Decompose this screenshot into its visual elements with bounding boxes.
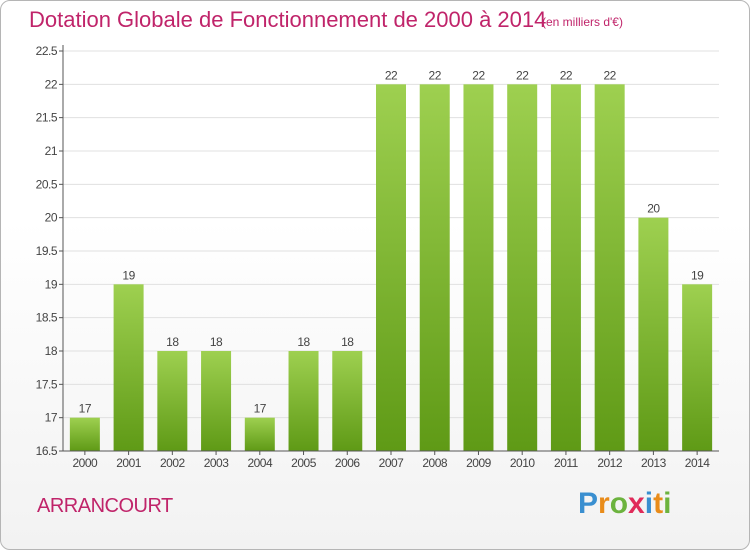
y-tick-label: 20 bbox=[45, 211, 58, 225]
bars bbox=[69, 84, 713, 451]
data-label: 18 bbox=[341, 335, 354, 349]
data-label: 22 bbox=[472, 68, 485, 82]
x-tick-label: 2010 bbox=[510, 456, 536, 470]
chart-title: Dotation Globale de Fonctionnement de 20… bbox=[29, 7, 547, 32]
x-tick-label: 2001 bbox=[116, 456, 142, 470]
logo-letter: t bbox=[653, 487, 664, 520]
logo-letter: i bbox=[644, 487, 654, 520]
labels: 16.5 17 17.5 18 18.5 19 19.5 20 20.5 21 21.5 22 22.5… bbox=[36, 44, 711, 470]
bar bbox=[157, 351, 188, 451]
data-label: 19 bbox=[122, 268, 135, 282]
x-tick-label: 2000 bbox=[73, 456, 99, 470]
axes bbox=[59, 45, 719, 455]
commune-name: ARRANCOURT bbox=[37, 495, 173, 517]
bar bbox=[419, 84, 450, 451]
y-tick-label: 21.5 bbox=[36, 111, 58, 125]
bar-chart: 16.5 17 17.5 18 18.5 19 19.5 20 20.5 21 21.5 22 22.5… bbox=[36, 44, 719, 470]
bar bbox=[113, 284, 144, 451]
y-tick-label: 18.5 bbox=[36, 311, 58, 325]
x-tick-label: 2005 bbox=[291, 456, 317, 470]
bar bbox=[507, 84, 538, 451]
bar bbox=[682, 284, 713, 451]
y-tick-label: 19.5 bbox=[36, 244, 58, 258]
logo-letter: P bbox=[578, 487, 599, 520]
y-tick-label: 20.5 bbox=[36, 177, 58, 191]
bar bbox=[463, 84, 494, 451]
y-tick-label: 22.5 bbox=[36, 44, 58, 58]
x-tick-label: 2008 bbox=[422, 456, 448, 470]
x-tick-label: 2002 bbox=[160, 456, 186, 470]
bar bbox=[550, 84, 581, 451]
data-label: 18 bbox=[166, 335, 179, 349]
x-tick-label: 2003 bbox=[204, 456, 230, 470]
data-label: 18 bbox=[297, 335, 310, 349]
y-tick-label: 22 bbox=[45, 77, 58, 91]
data-label: 19 bbox=[691, 268, 704, 282]
proxiti-logo: Proxiti bbox=[578, 487, 671, 521]
data-label: 22 bbox=[385, 68, 398, 82]
data-label: 20 bbox=[647, 202, 660, 216]
bar bbox=[244, 417, 275, 451]
x-tick-label: 2011 bbox=[554, 456, 579, 470]
x-tick-label: 2013 bbox=[641, 456, 667, 470]
x-tick-label: 2006 bbox=[335, 456, 361, 470]
x-tick-label: 2009 bbox=[466, 456, 492, 470]
bar bbox=[594, 84, 625, 451]
chart-unit: (en milliers d'€) bbox=[542, 15, 623, 29]
bar bbox=[376, 84, 406, 451]
data-label: 18 bbox=[210, 335, 223, 349]
data-label: 22 bbox=[560, 68, 573, 82]
y-tick-label: 17 bbox=[45, 411, 58, 425]
bar bbox=[638, 217, 669, 451]
data-label: 22 bbox=[516, 68, 529, 82]
logo-letter: o bbox=[609, 487, 629, 520]
x-tick-label: 2004 bbox=[247, 456, 273, 470]
x-tick-label: 2014 bbox=[685, 456, 711, 470]
bar bbox=[201, 351, 232, 451]
y-tick-label: 17.5 bbox=[36, 377, 58, 391]
x-tick-label: 2012 bbox=[597, 456, 623, 470]
logo-letter: r bbox=[598, 487, 610, 520]
data-label: 17 bbox=[254, 402, 267, 416]
data-label: 22 bbox=[429, 68, 442, 82]
y-tick-label: 16.5 bbox=[36, 444, 58, 458]
y-tick-label: 19 bbox=[45, 277, 58, 291]
bar bbox=[332, 351, 363, 451]
logo-letter: i bbox=[663, 487, 672, 520]
bar bbox=[69, 417, 100, 451]
y-tick-label: 21 bbox=[45, 144, 58, 158]
y-tick-label: 18 bbox=[45, 344, 58, 358]
bar bbox=[288, 351, 319, 451]
data-label: 17 bbox=[79, 402, 92, 416]
logo-letter: x bbox=[628, 487, 645, 520]
data-label: 22 bbox=[603, 68, 616, 82]
x-tick-label: 2007 bbox=[379, 456, 405, 470]
